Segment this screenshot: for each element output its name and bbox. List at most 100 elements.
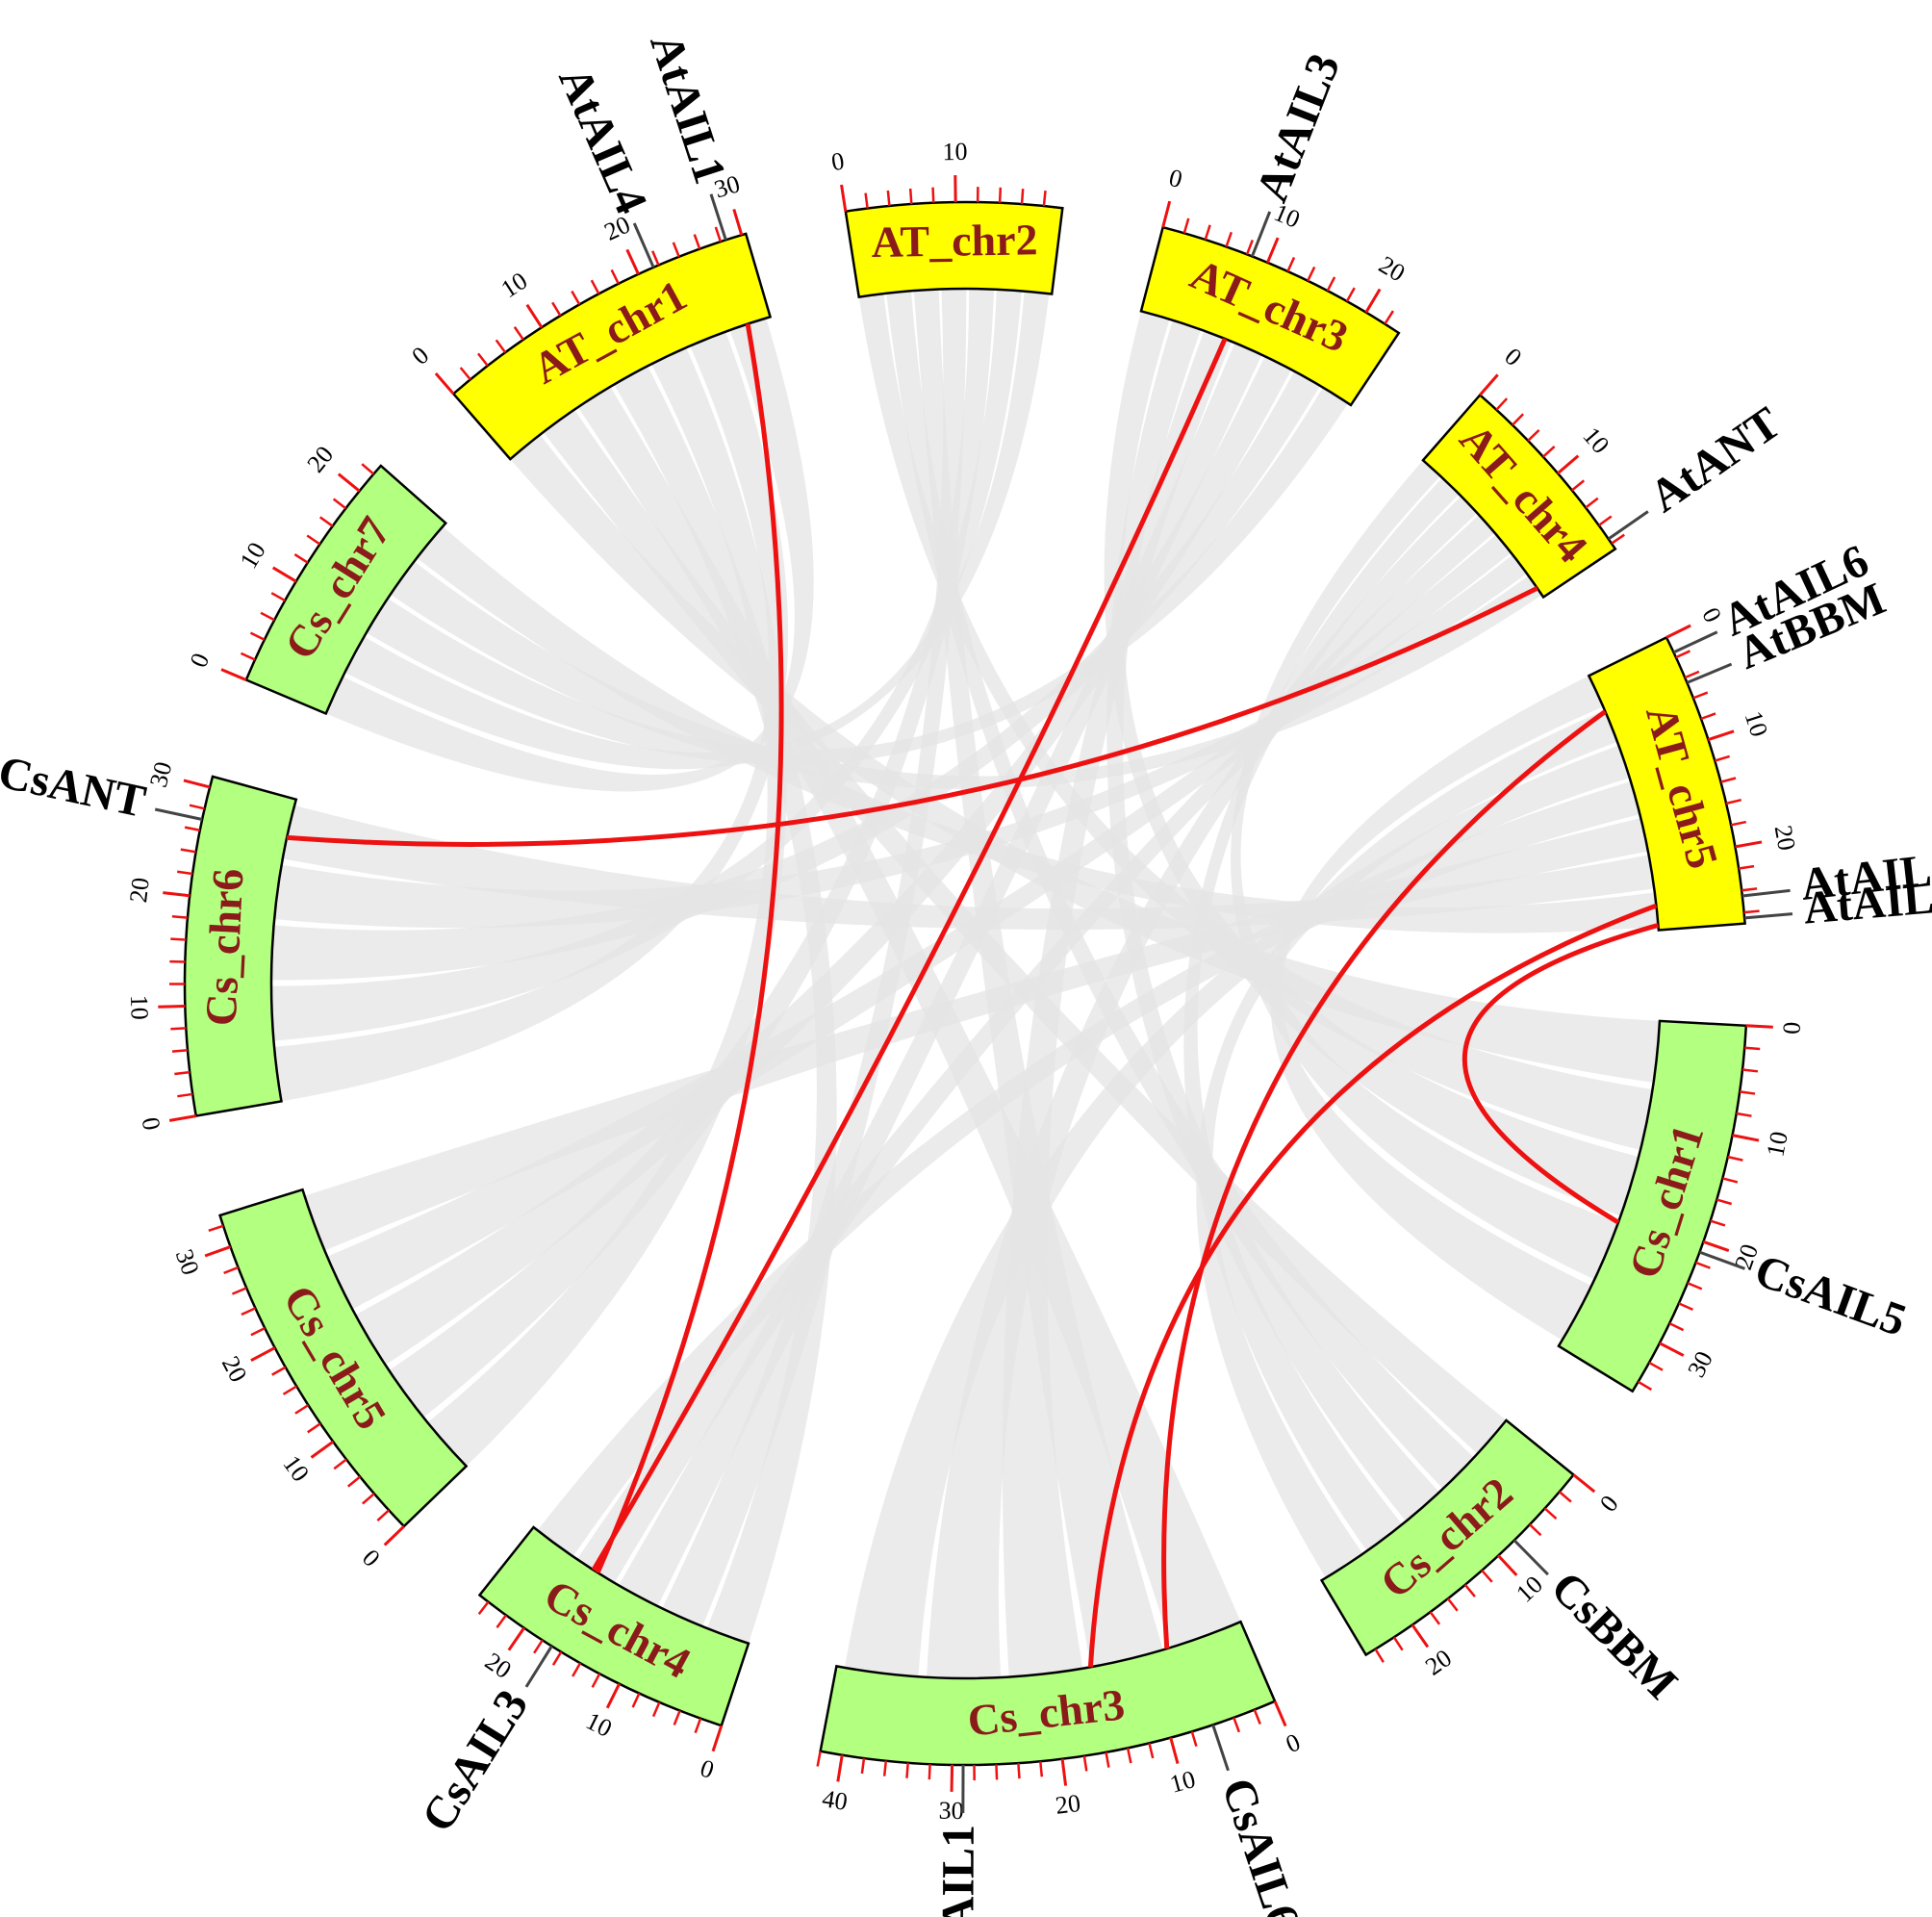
major-tick [158,1004,186,1009]
minor-tick [332,498,347,510]
chromosome-band [1139,225,1401,407]
chromosome-band [477,1525,750,1727]
gene-tick [1698,1250,1745,1270]
minor-tick [995,1764,999,1780]
major-tick [250,1346,276,1362]
minor-tick [1741,887,1758,892]
minor-tick [672,242,680,258]
gene-label: CsAIL1 [932,1825,984,1917]
tick-label: 10 [125,994,154,1020]
minor-tick [1020,189,1025,205]
major-tick [1364,288,1382,314]
minor-tick [905,1762,909,1778]
minor-tick [495,339,507,353]
major-tick [1557,454,1580,475]
minor-tick [241,1307,256,1316]
minor-tick [1741,1068,1759,1073]
tick-label: 0 [1166,164,1185,193]
gene-label: CsAIL3 [412,1681,538,1841]
tick-label: 30 [938,1797,964,1825]
minor-tick [477,1600,490,1615]
major-tick [1479,373,1499,396]
gene-tick [1513,1539,1549,1576]
minor-tick [513,326,524,341]
tick-label: 20 [301,441,339,477]
minor-tick [1446,1598,1459,1612]
minor-tick [361,463,375,475]
gene-tick [1607,510,1649,541]
minor-tick [816,1751,822,1767]
gene-tick [632,222,655,268]
major-tick [732,208,744,236]
minor-tick [1286,256,1296,272]
synteny-ribbon [355,356,1292,1366]
minor-tick [1042,190,1047,207]
minor-tick [1692,691,1709,700]
minor-tick [631,1693,641,1708]
gene-tick [1211,1724,1230,1772]
minor-tick [1326,276,1336,292]
synteny-ribbon [1002,330,1233,1677]
minor-tick [1727,1155,1743,1162]
minor-tick [189,804,205,810]
minor-tick [591,1673,601,1688]
tick-label: 0 [829,146,846,176]
minor-tick [171,1049,189,1053]
minor-tick [476,352,489,367]
major-tick [625,248,640,275]
gene-tick [1686,662,1733,684]
chromosome-band [1557,1019,1748,1393]
minor-tick [1736,1112,1752,1117]
minor-tick [694,1718,702,1734]
synteny-ribbon [274,554,1527,929]
minor-tick [1190,1730,1198,1747]
minor-tick [931,187,935,203]
major-tick [1169,1737,1180,1765]
tick-label: 20 [1374,250,1410,287]
synteny-ribbon [282,805,1655,931]
minor-tick [864,192,869,209]
gene-label: CsAIL6 [1211,1772,1309,1917]
synteny-ribbon [1106,320,1439,1521]
tick-label: 10 [496,267,533,303]
minor-tick [459,367,471,381]
gene-tick [1744,912,1793,920]
minor-tick [572,1662,582,1677]
major-tick [1161,200,1172,228]
major-tick [1265,237,1280,264]
minor-tick [240,652,256,661]
minor-tick [1105,1751,1110,1768]
gene-tick [1741,888,1791,898]
synteny-ribbon [913,289,1163,1668]
chromosome-band [217,1188,469,1528]
chromosome-band [183,775,298,1118]
minor-tick [1675,650,1690,659]
minor-tick [293,553,309,564]
major-tick [271,566,297,583]
chromosome-band [844,200,1064,299]
tick-label: 30 [144,759,178,790]
minor-tick [346,1475,361,1488]
minor-tick [174,1070,191,1076]
major-tick [1732,1134,1760,1142]
minor-tick [886,190,891,207]
minor-tick [1687,1282,1703,1291]
minor-tick [318,516,334,527]
minor-tick [271,1366,287,1376]
minor-tick [673,1710,681,1725]
minor-tick [551,1650,563,1666]
gene-tick [524,1645,553,1688]
minor-tick [184,826,201,831]
gene-label: AtAIL7 [1801,870,1932,933]
minor-tick [170,1027,187,1031]
minor-tick [1611,533,1625,545]
tick-label: 10 [277,1450,315,1487]
tick-label: 10 [1740,707,1774,740]
minor-tick [1384,310,1395,325]
minor-tick [1668,1322,1685,1332]
major-tick [1665,624,1691,639]
tick-label: 10 [1167,1765,1199,1799]
minor-tick [1637,1380,1653,1392]
minor-tick [1710,1219,1726,1227]
